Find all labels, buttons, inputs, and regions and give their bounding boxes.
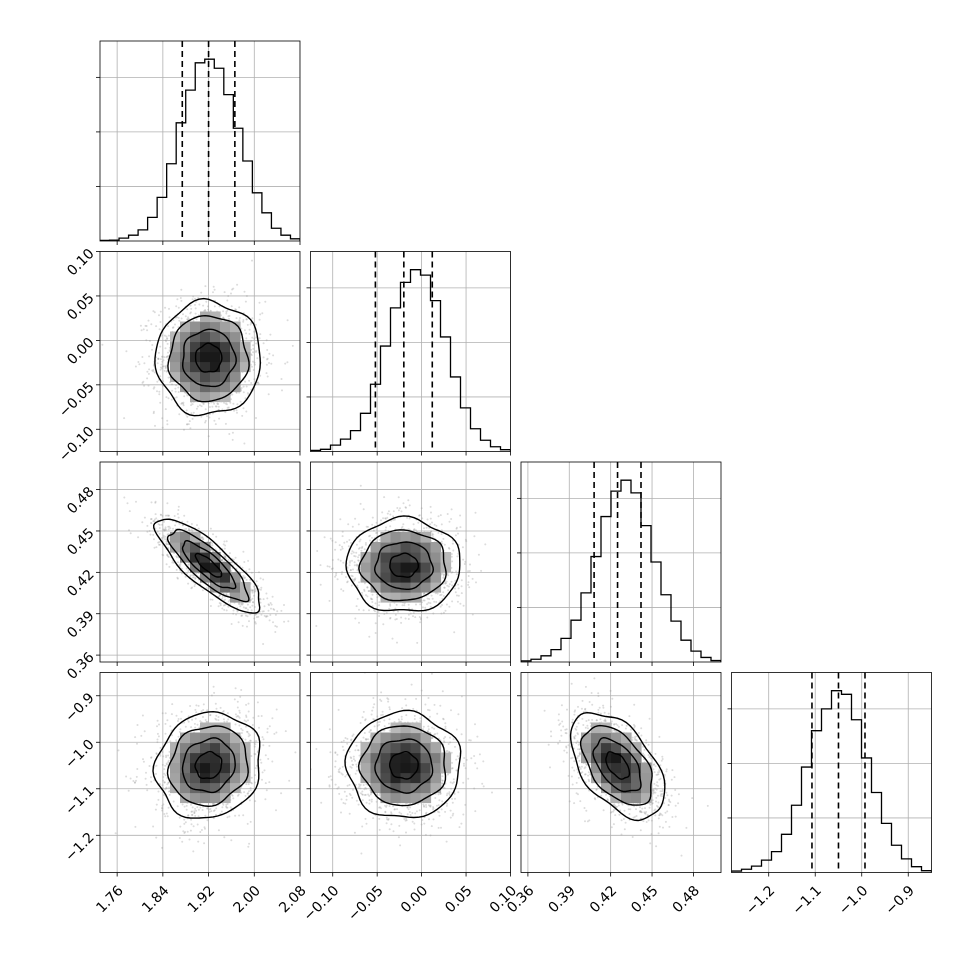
contour-0	[605, 751, 631, 780]
panel-frame	[731, 672, 932, 873]
contour-3	[344, 709, 462, 819]
x-tick-label: 0.45	[628, 883, 661, 916]
contour-1	[181, 737, 236, 794]
panel-frame	[99, 40, 301, 242]
histogram-step	[100, 58, 300, 241]
contour-0	[194, 552, 223, 578]
hist-panel-3	[727, 672, 932, 877]
density-blocks	[170, 722, 251, 804]
contour-3	[152, 710, 261, 819]
panels-layer: 1.76 1.84 1.92 2.00 2.08−0.10 −0.05 0.00 0.05 0.…	[56, 40, 932, 925]
y-tick-label: 0.05	[64, 290, 97, 323]
panel-frame	[99, 672, 301, 873]
y-tick-label: −1.0	[62, 737, 97, 772]
y-tick-label: 0.36	[64, 649, 97, 682]
contour-0	[194, 342, 223, 373]
contour-0	[389, 751, 419, 780]
contour-1	[374, 738, 434, 794]
x-tick-label: −0.9	[883, 883, 918, 918]
contour-3	[152, 518, 261, 614]
panel-frame	[99, 251, 301, 452]
y-tick-label: 0.48	[64, 484, 97, 517]
x-tick-label: 0.05	[442, 883, 475, 916]
y-tick-label: 0.45	[64, 525, 97, 558]
contour-1	[181, 539, 237, 590]
hist-panel-1	[306, 251, 511, 456]
contour-1	[181, 328, 237, 388]
y-tick-label: −0.9	[62, 690, 97, 725]
panel-frame	[520, 672, 722, 873]
panel-frame	[310, 672, 511, 873]
contour-2	[358, 529, 447, 602]
contour-2	[166, 725, 249, 808]
scatter-panel-2-3	[517, 672, 722, 877]
panel-frame	[520, 461, 722, 663]
histogram-step	[310, 269, 511, 452]
x-tick-label: 0.39	[546, 883, 579, 916]
contour-2	[579, 724, 653, 806]
contour-2	[357, 725, 447, 807]
y-tick-label: −1.1	[62, 783, 97, 818]
y-tick-label: −1.2	[62, 830, 97, 865]
contour-0	[194, 750, 223, 779]
panel-frame	[99, 461, 301, 663]
panel-frame	[310, 461, 511, 663]
scatter-panel-1-2	[306, 461, 511, 666]
contour-3	[154, 297, 262, 417]
scatter-panel-0-1	[96, 251, 301, 456]
y-tick-label: 0.42	[64, 567, 97, 600]
contour-0	[389, 552, 419, 578]
contour-3	[569, 711, 666, 822]
contour-2	[167, 314, 250, 403]
scatter-panel-1-3	[306, 672, 511, 877]
scatter-panel-0-3	[96, 672, 301, 877]
histogram-step	[521, 479, 721, 662]
x-tick-label: 1.92	[185, 883, 218, 916]
panel-frame	[310, 251, 511, 452]
x-tick-label: 2.00	[231, 883, 264, 916]
x-tick-label: 0.00	[398, 883, 431, 916]
contour-2	[166, 528, 250, 603]
contour-3	[345, 515, 461, 612]
y-tick-label: 0.39	[64, 608, 97, 641]
hist-panel-2	[517, 461, 722, 666]
x-tick-label: −1.0	[836, 883, 871, 918]
x-tick-label: −1.1	[789, 883, 824, 918]
hist-panel-0	[96, 40, 301, 245]
x-tick-label: −1.2	[743, 883, 778, 918]
y-tick-label: 0.10	[64, 246, 97, 279]
x-tick-label: 1.84	[139, 883, 172, 916]
x-tick-label: 1.76	[93, 883, 126, 916]
x-tick-label: 0.48	[670, 883, 703, 916]
contour-1	[373, 541, 435, 590]
y-tick-label: −0.05	[56, 379, 98, 421]
y-tick-label: −0.10	[56, 424, 98, 466]
contour-1	[592, 736, 642, 793]
x-tick-label: −0.05	[345, 883, 387, 925]
scatter-panel-0-2	[96, 461, 301, 666]
x-tick-label: −0.10	[301, 883, 343, 925]
y-tick-label: 0.00	[64, 335, 97, 368]
histogram-step	[731, 690, 932, 873]
x-tick-label: 0.42	[587, 883, 620, 916]
